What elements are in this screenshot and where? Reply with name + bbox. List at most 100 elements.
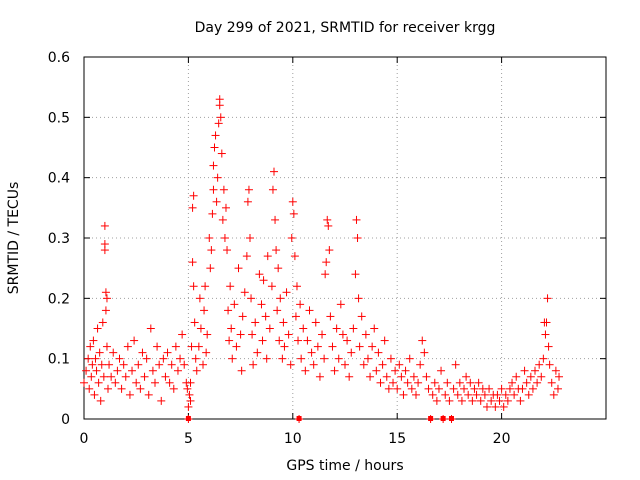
data-point [167, 360, 176, 369]
data-point [224, 306, 233, 315]
data-point [211, 131, 220, 140]
data-point [542, 318, 551, 327]
data-point [178, 330, 187, 339]
data-point [140, 372, 149, 381]
y-tick-label: 0 [61, 412, 70, 428]
data-point [280, 342, 289, 351]
x-tick-label: 20 [493, 431, 511, 447]
data-point [119, 360, 128, 369]
data-point [449, 384, 458, 393]
data-point [219, 185, 228, 194]
data-point [248, 330, 257, 339]
y-tick-label: 0.4 [48, 171, 70, 187]
x-tick-label: 15 [388, 431, 406, 447]
data-point [501, 390, 510, 399]
data-point [366, 372, 375, 381]
data-point [209, 185, 218, 194]
data-point [196, 324, 205, 333]
data-point [93, 324, 102, 333]
data-point [205, 234, 214, 242]
data-point [518, 384, 527, 393]
data-point [341, 360, 349, 369]
data-point [169, 384, 178, 393]
data-point [407, 384, 416, 393]
data-point [414, 378, 423, 387]
data-point [537, 372, 546, 381]
data-point [95, 348, 104, 357]
data-point [292, 282, 301, 291]
data-point [487, 396, 496, 405]
data-point [213, 173, 222, 182]
data-point [155, 360, 164, 369]
data-point [188, 203, 197, 212]
data-point [238, 312, 247, 321]
data-point [184, 402, 193, 411]
data-point [251, 318, 260, 327]
data-point [212, 197, 221, 206]
data-point [192, 366, 201, 375]
data-point [202, 348, 211, 357]
data-point [343, 336, 352, 345]
data-point [372, 366, 381, 375]
data-point [88, 360, 97, 369]
data-point [355, 342, 364, 351]
data-point [539, 354, 548, 363]
data-point [96, 396, 105, 405]
y-tick-label: 0.1 [48, 352, 70, 368]
data-point [313, 342, 322, 351]
data-point [380, 336, 389, 345]
bottom-marker [185, 416, 191, 421]
data-point [508, 378, 517, 387]
data-point [267, 282, 276, 291]
data-point [257, 300, 266, 309]
data-point [240, 288, 249, 297]
data-point [284, 330, 293, 339]
y-axis-label: SRMTID / TECUs [6, 182, 22, 295]
bottom-marker [428, 416, 434, 421]
data-point [84, 354, 93, 363]
data-point [109, 348, 118, 357]
data-point [399, 390, 408, 399]
bottom-marker [440, 416, 446, 421]
data-point [125, 390, 134, 399]
data-point [332, 324, 341, 333]
data-point [286, 360, 295, 369]
data-point [94, 378, 103, 387]
data-point [142, 354, 151, 363]
data-point [470, 384, 479, 393]
data-point [533, 378, 542, 387]
data-point [320, 354, 329, 363]
data-point [136, 384, 145, 393]
data-point [397, 372, 406, 381]
data-point [90, 390, 99, 399]
data-point [287, 234, 296, 242]
data-point [180, 360, 189, 369]
data-point [99, 372, 108, 381]
data-point [138, 348, 147, 357]
data-point [242, 252, 251, 261]
data-point [420, 348, 429, 357]
data-point [208, 209, 217, 218]
data-point [363, 354, 372, 363]
chart-title: Day 299 of 2021, SRMTID for receiver krg… [195, 20, 496, 36]
data-point [301, 366, 310, 375]
data-point [271, 215, 280, 224]
data-point [338, 330, 347, 339]
data-point [543, 294, 552, 303]
x-tick-label: 5 [184, 431, 193, 447]
data-point [80, 378, 88, 387]
data-point [503, 396, 512, 405]
data-point [451, 360, 460, 369]
data-point [297, 354, 306, 363]
data-point [347, 348, 356, 357]
data-point [491, 402, 500, 411]
data-point [210, 143, 219, 152]
data-point [324, 221, 333, 230]
data-point [462, 372, 471, 381]
data-point [445, 396, 454, 405]
data-point [535, 360, 544, 369]
data-point [113, 366, 122, 375]
x-axis-label: GPS time / hours [286, 458, 403, 474]
data-point [493, 390, 502, 399]
